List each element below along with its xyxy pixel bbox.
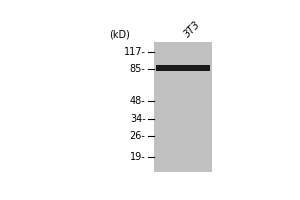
Text: (kD): (kD) [110, 29, 130, 39]
Bar [154, 42, 212, 172]
Text: 3T3: 3T3 [183, 19, 203, 39]
Text: 34-: 34- [130, 114, 146, 124]
Text: 48-: 48- [130, 96, 146, 106]
Text: 26-: 26- [130, 131, 146, 141]
Text: 117-: 117- [124, 47, 146, 57]
Bar [156, 65, 209, 71]
Text: 19-: 19- [130, 152, 146, 162]
Text: 85-: 85- [130, 64, 146, 74]
